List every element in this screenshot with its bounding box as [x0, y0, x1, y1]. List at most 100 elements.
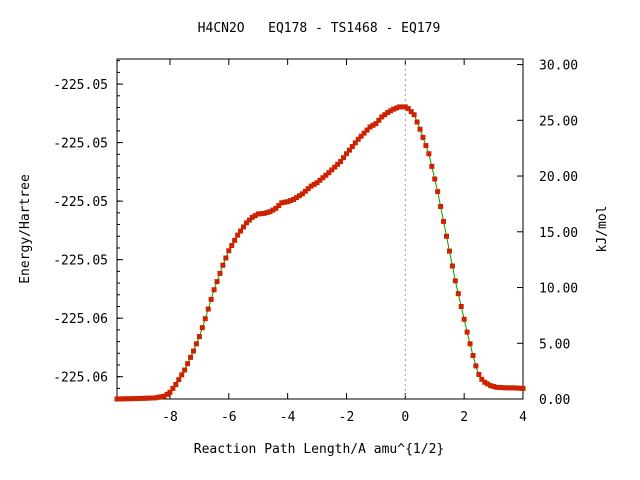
data-point: [132, 396, 138, 402]
data-point: [193, 341, 199, 347]
data-point: [499, 385, 505, 391]
data-point: [332, 164, 338, 170]
data-point: [349, 144, 355, 150]
data-point: [140, 395, 146, 401]
data-point: [511, 385, 517, 391]
data-point: [449, 263, 455, 269]
chart-title: H4CN2O EQ178 - TS1468 - EQ179: [198, 21, 441, 36]
right-tick-label: 20.00: [539, 170, 578, 185]
data-point: [379, 114, 385, 120]
data-point: [214, 279, 220, 285]
data-point: [276, 203, 282, 209]
data-point: [444, 233, 450, 239]
data-point: [435, 189, 441, 195]
data-point: [161, 393, 167, 399]
data-point: [364, 127, 370, 133]
data-point: [411, 112, 417, 118]
data-point: [496, 384, 502, 390]
data-point: [285, 199, 291, 205]
right-tick-label: 15.00: [539, 226, 578, 241]
data-point: [120, 396, 126, 402]
data-point: [261, 210, 267, 216]
data-point: [302, 188, 308, 194]
data-point: [199, 325, 205, 331]
x-tick-label: 4: [519, 410, 527, 425]
data-point: [452, 278, 458, 284]
data-point: [343, 151, 349, 157]
data-point: [190, 348, 196, 354]
data-point: [167, 389, 173, 395]
x-tick-label: -4: [280, 410, 296, 425]
data-point: [202, 316, 208, 322]
data-point: [152, 395, 158, 401]
data-point: [170, 385, 176, 391]
data-point: [461, 316, 467, 322]
data-point: [470, 353, 476, 359]
right-tick-label: 10.00: [539, 282, 578, 297]
data-point: [196, 334, 202, 340]
left-tick-label: -225.06: [53, 371, 108, 386]
data-point: [367, 124, 373, 130]
data-point: [173, 382, 179, 388]
data-point: [326, 170, 332, 176]
data-point: [464, 329, 470, 335]
data-point: [338, 159, 344, 165]
data-point: [114, 396, 120, 402]
data-point: [329, 167, 335, 173]
data-point: [246, 217, 252, 223]
x-tick-label: -2: [339, 410, 355, 425]
x-tick-label: -6: [221, 410, 237, 425]
data-point: [279, 200, 285, 206]
data-point: [211, 287, 217, 293]
data-point: [208, 296, 214, 302]
data-point: [382, 112, 388, 118]
left-tick-label: -225.06: [53, 312, 108, 327]
data-point: [388, 108, 394, 114]
data-point: [491, 383, 497, 389]
data-point: [179, 372, 185, 378]
x-tick-label: -8: [162, 410, 178, 425]
data-point: [317, 177, 323, 183]
data-point: [391, 106, 397, 112]
data-point: [473, 363, 479, 369]
data-point: [408, 109, 414, 115]
data-point: [393, 105, 399, 111]
data-point: [146, 395, 152, 401]
data-point: [182, 367, 188, 373]
data-point: [229, 243, 235, 249]
energy-series: [114, 104, 526, 402]
data-point: [149, 395, 155, 401]
data-point: [373, 121, 379, 127]
data-point: [220, 262, 226, 268]
data-point: [446, 248, 452, 254]
data-point: [164, 391, 170, 397]
data-point: [520, 385, 526, 391]
right-tick-label: 25.00: [539, 114, 578, 129]
data-point: [282, 199, 288, 205]
data-point: [485, 381, 491, 387]
data-point: [429, 163, 435, 169]
data-point: [288, 198, 294, 204]
right-tick-label: 5.00: [539, 337, 570, 352]
data-point: [346, 147, 352, 153]
energy-line: [116, 106, 524, 400]
data-point: [505, 385, 511, 391]
data-point: [355, 136, 361, 142]
plot-frame: [116, 58, 524, 400]
data-point: [311, 181, 317, 187]
data-point: [176, 377, 182, 383]
data-point: [264, 210, 270, 216]
data-point: [117, 396, 123, 402]
data-point: [308, 183, 314, 189]
data-point: [126, 396, 132, 402]
data-point: [267, 209, 273, 215]
data-point: [241, 224, 247, 230]
data-point: [296, 193, 302, 199]
data-point: [273, 205, 279, 211]
data-point: [414, 119, 420, 125]
data-point: [155, 394, 161, 400]
data-point: [458, 303, 464, 309]
data-point: [517, 385, 523, 391]
data-point: [432, 176, 438, 182]
